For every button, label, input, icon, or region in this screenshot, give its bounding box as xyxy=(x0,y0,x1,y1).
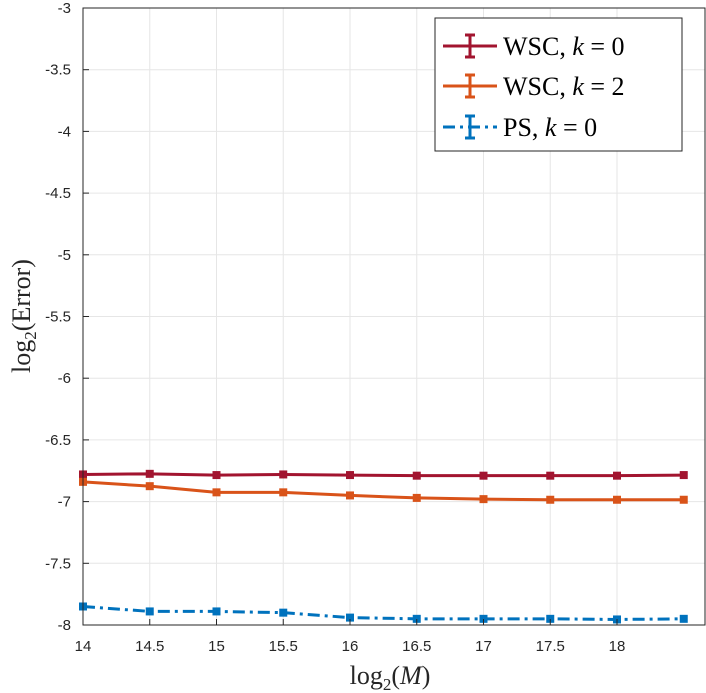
y-tick-label: -5 xyxy=(58,247,71,264)
x-tick-label: 14 xyxy=(75,638,92,655)
data-point xyxy=(412,493,421,502)
y-tick-label: -7.5 xyxy=(45,555,71,572)
y-axis-ticks: -3 -3.5 -4 -4.5 -5 -5.5 -6 -6.5 -7 -7.5 -8 xyxy=(45,0,89,634)
x-tick-label: 17.5 xyxy=(536,638,565,655)
data-point xyxy=(212,471,221,480)
x-tick-label: 15.5 xyxy=(269,638,298,655)
y-axis-label: log2(Error) xyxy=(7,259,40,373)
data-point xyxy=(145,469,154,478)
x-tick-label: 16.5 xyxy=(402,638,431,655)
data-point xyxy=(546,471,555,480)
data-point xyxy=(279,488,288,497)
data-point xyxy=(479,614,488,623)
data-point xyxy=(145,607,154,616)
legend-label-1: WSC, k = 0 xyxy=(503,32,625,61)
data-point xyxy=(679,614,688,623)
data-point xyxy=(346,471,354,480)
data-point xyxy=(412,614,421,623)
series-line-3 xyxy=(82,604,684,621)
x-tick-label: 16 xyxy=(342,638,359,655)
x-tick-label: 18 xyxy=(609,638,626,655)
y-tick-label: -4.5 xyxy=(45,185,71,202)
y-tick-label: -7 xyxy=(58,494,71,511)
data-point xyxy=(279,608,288,617)
data-point xyxy=(613,495,621,504)
legend: WSC, k = 0 WSC, k = 2 PS, k = 0 xyxy=(434,17,683,152)
y-tick-label: -3.5 xyxy=(45,62,71,79)
data-point xyxy=(145,482,154,491)
data-point xyxy=(212,488,221,497)
x-tick-label: 14.5 xyxy=(135,638,164,655)
y-tick-label: -4 xyxy=(58,123,71,140)
x-tick-label: 15 xyxy=(208,638,225,655)
x-tick-label: 17 xyxy=(475,638,492,655)
series-line-2 xyxy=(82,480,684,502)
data-point xyxy=(412,471,421,480)
data-point xyxy=(346,613,354,622)
series-line-1 xyxy=(82,472,684,478)
data-point xyxy=(613,471,621,480)
y-tick-label: -6.5 xyxy=(45,432,71,449)
data-point xyxy=(279,470,288,479)
y-tick-label: -3 xyxy=(58,0,71,17)
series-lines xyxy=(79,469,688,624)
x-axis-label: log2(M) xyxy=(350,661,431,693)
data-point xyxy=(346,491,354,500)
y-tick-label: -5.5 xyxy=(45,309,71,326)
y-tick-label: -6 xyxy=(58,370,71,387)
x-axis-ticks: 14 14.5 15 15.5 16 16.5 17 17.5 18 xyxy=(75,619,626,655)
data-point xyxy=(546,495,555,504)
y-tick-label: -8 xyxy=(58,617,71,634)
data-point xyxy=(679,471,688,480)
data-point xyxy=(679,495,688,504)
legend-label-2: WSC, k = 2 xyxy=(503,72,625,101)
data-point xyxy=(546,614,555,623)
legend-label-3: PS, k = 0 xyxy=(503,113,597,142)
data-point xyxy=(212,607,221,616)
data-point xyxy=(479,495,488,504)
data-point xyxy=(479,471,488,480)
